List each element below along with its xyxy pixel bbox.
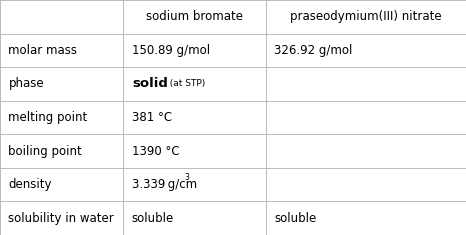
Text: density: density [8, 178, 52, 191]
Text: 3: 3 [184, 173, 189, 182]
Text: soluble: soluble [274, 212, 316, 225]
Text: sodium bromate: sodium bromate [146, 10, 243, 23]
Text: boiling point: boiling point [8, 145, 82, 158]
Text: 150.89 g/mol: 150.89 g/mol [132, 44, 210, 57]
Text: solubility in water: solubility in water [8, 212, 114, 225]
Text: melting point: melting point [8, 111, 88, 124]
Text: praseodymium(III) nitrate: praseodymium(III) nitrate [290, 10, 442, 23]
Text: solid: solid [132, 77, 168, 90]
Text: 1390 °C: 1390 °C [132, 145, 179, 158]
Text: 326.92 g/mol: 326.92 g/mol [274, 44, 352, 57]
Text: soluble: soluble [132, 212, 174, 225]
Text: phase: phase [8, 77, 44, 90]
Text: 381 °C: 381 °C [132, 111, 172, 124]
Text: molar mass: molar mass [8, 44, 77, 57]
Text: (at STP): (at STP) [164, 79, 205, 88]
Text: 3.339 g/cm: 3.339 g/cm [132, 178, 197, 191]
